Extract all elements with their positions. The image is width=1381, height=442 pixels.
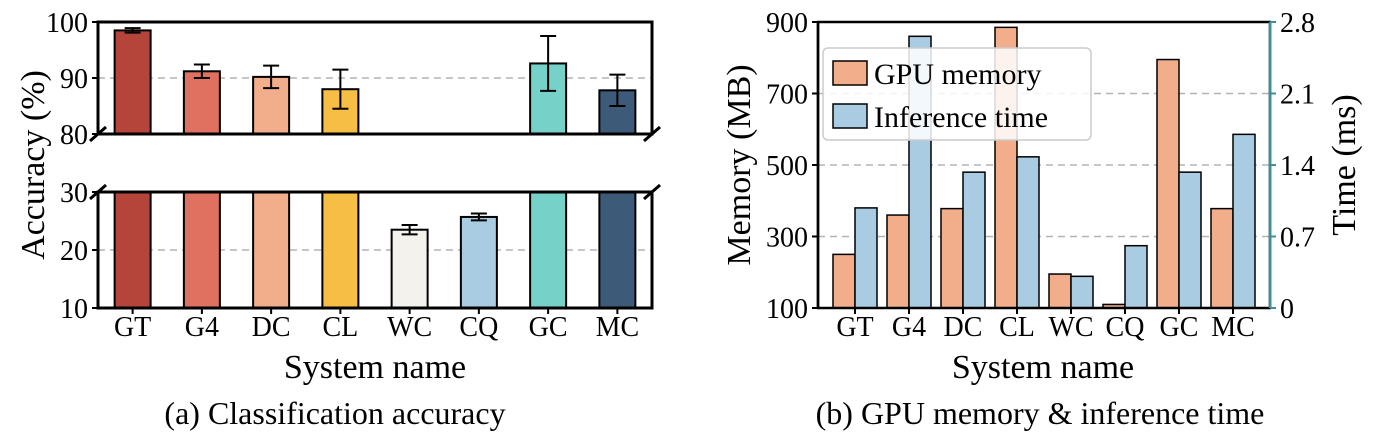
y-tick-label: 100 <box>766 294 808 325</box>
y-tick-label: 0 <box>1280 294 1294 325</box>
memory-caption: (b) GPU memory & inference time <box>816 395 1265 431</box>
memory-x-axis-label: System name <box>952 349 1134 386</box>
accuracy-y-axis-label: Accuracy (%) <box>15 70 52 260</box>
memory-x-ticks: GT G4 DC CL WC CQ GC MC <box>836 308 1255 343</box>
x-tick-label-g4: G4 <box>185 312 219 343</box>
break-mark <box>643 125 661 143</box>
time-bar-gt <box>854 207 878 309</box>
memory-bar-mc <box>1210 207 1234 309</box>
x-tick-label-wc: WC <box>1048 312 1093 343</box>
x-tick-label-cq: CQ <box>459 312 498 343</box>
y-tick-label: 2.1 <box>1280 80 1315 111</box>
accuracy-x-ticks: GT G4 DC CL WC CQ GC MC <box>114 308 639 343</box>
y-tick-label: 700 <box>766 80 808 111</box>
time-y-ticks: 0 0.7 1.4 2.1 2.8 <box>1270 8 1315 325</box>
memory-y-ticks: 100 300 500 700 900 <box>766 8 818 325</box>
legend: GPU memory Inference time <box>822 47 1092 141</box>
time-bar-wc <box>1070 275 1094 309</box>
bar-gc-lower <box>529 191 568 309</box>
x-tick-label-cl: CL <box>322 312 358 343</box>
y-tick-label: 10 <box>60 294 88 325</box>
memory-bar-gc <box>1156 58 1180 309</box>
time-y-axis-label: Time (ms) <box>1326 94 1363 235</box>
bar-g4-lower <box>182 191 221 309</box>
bar-gt-lower <box>113 191 152 309</box>
y-tick-label: 30 <box>60 178 88 209</box>
gpu-memory-time-chart: 100 300 500 700 900 0 0.7 1.4 2.1 2.8 GT G4 DC CL WC… <box>721 8 1363 431</box>
axis-break-marks <box>89 125 661 201</box>
time-bar-gc <box>1178 171 1202 309</box>
time-bar-dc <box>962 171 986 309</box>
x-tick-label-cq: CQ <box>1106 312 1145 343</box>
y-tick-label: 1.4 <box>1280 151 1315 182</box>
x-tick-label-dc: DC <box>944 312 983 343</box>
x-tick-label-gc: GC <box>1160 312 1199 343</box>
y-tick-label: 100 <box>46 8 88 39</box>
accuracy-caption: (a) Classification accuracy <box>164 395 505 431</box>
legend-label-gpu-memory: GPU memory <box>874 58 1042 91</box>
x-tick-label-wc: WC <box>387 312 432 343</box>
accuracy-x-axis-label: System name <box>284 349 466 386</box>
time-bar-mc <box>1232 133 1256 309</box>
time-bar-cl <box>1016 156 1040 309</box>
x-tick-label-dc: DC <box>252 312 291 343</box>
x-tick-label-mc: MC <box>1211 312 1255 343</box>
memory-y-axis-label: Memory (MB) <box>721 64 758 265</box>
memory-bar-g4 <box>886 214 910 309</box>
accuracy-grid <box>98 77 652 251</box>
y-tick-label: 80 <box>60 120 88 151</box>
bar-gt <box>113 29 152 135</box>
legend-swatch-inference-time <box>832 103 868 129</box>
bar-wc <box>390 228 429 309</box>
memory-bar-wc <box>1048 273 1072 309</box>
accuracy-bars <box>113 29 637 309</box>
accuracy-chart: 80 90 100 10 20 30 GT G4 DC CL WC CQ GC MC Accuracy … <box>15 8 661 431</box>
legend-label-inference-time: Inference time <box>874 101 1048 134</box>
break-mark <box>643 183 661 201</box>
x-tick-label-gt: GT <box>114 312 151 343</box>
y-tick-label: 90 <box>60 64 88 95</box>
bar-mc-lower <box>598 191 637 309</box>
bar-g4 <box>182 70 221 135</box>
y-tick-label: 0.7 <box>1280 223 1315 254</box>
y-tick-label: 300 <box>766 223 808 254</box>
y-tick-label: 2.8 <box>1280 8 1315 39</box>
accuracy-y-ticks: 80 90 100 10 20 30 <box>46 8 98 325</box>
x-tick-label-g4: G4 <box>892 312 926 343</box>
y-tick-label: 500 <box>766 151 808 182</box>
x-tick-label-gc: GC <box>529 312 568 343</box>
time-bar-cq <box>1124 244 1148 309</box>
legend-swatch-gpu-memory <box>832 60 868 86</box>
legend-box <box>822 47 1092 141</box>
x-tick-label-mc: MC <box>596 312 640 343</box>
bar-dc-lower <box>252 191 291 309</box>
y-tick-label: 900 <box>766 8 808 39</box>
bar-cl-lower <box>321 191 360 309</box>
x-tick-label-gt: GT <box>836 312 873 343</box>
bar-cq <box>459 215 498 309</box>
y-tick-label: 20 <box>60 236 88 267</box>
x-tick-label-cl: CL <box>999 312 1035 343</box>
accuracy-error-bars <box>124 27 626 236</box>
memory-bar-dc <box>940 207 964 309</box>
memory-bar-gt <box>832 253 856 309</box>
